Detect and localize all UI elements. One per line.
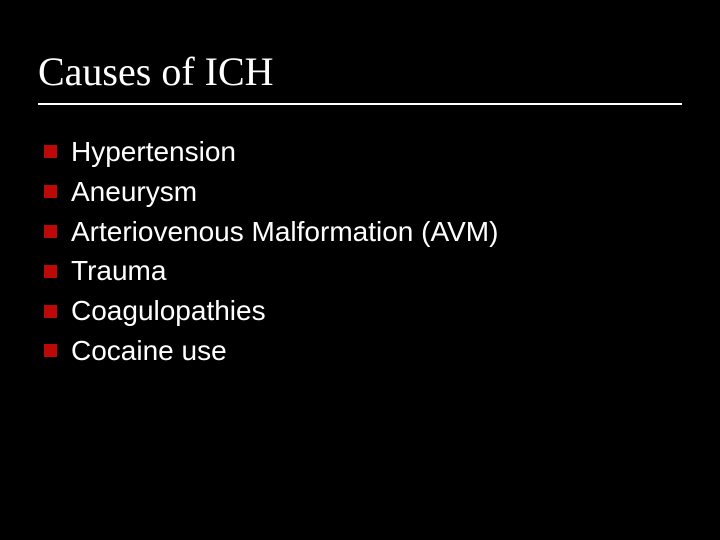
square-bullet-icon — [44, 145, 57, 158]
slide-title: Causes of ICH — [38, 48, 682, 95]
list-item: Coagulopathies — [44, 292, 682, 330]
square-bullet-icon — [44, 344, 57, 357]
list-item-label: Hypertension — [71, 133, 236, 171]
list-item-label: Arteriovenous Malformation (AVM) — [71, 213, 498, 251]
square-bullet-icon — [44, 305, 57, 318]
square-bullet-icon — [44, 185, 57, 198]
slide-content: Hypertension Aneurysm Arteriovenous Malf… — [38, 133, 682, 370]
list-item: Hypertension — [44, 133, 682, 171]
square-bullet-icon — [44, 225, 57, 238]
list-item: Aneurysm — [44, 173, 682, 211]
list-item-label: Aneurysm — [71, 173, 197, 211]
title-area: Causes of ICH — [38, 30, 682, 105]
list-item: Trauma — [44, 252, 682, 290]
slide: Causes of ICH Hypertension Aneurysm Arte… — [0, 0, 720, 540]
list-item-label: Coagulopathies — [71, 292, 266, 330]
square-bullet-icon — [44, 265, 57, 278]
list-item-label: Cocaine use — [71, 332, 227, 370]
list-item-label: Trauma — [71, 252, 166, 290]
list-item: Arteriovenous Malformation (AVM) — [44, 213, 682, 251]
list-item: Cocaine use — [44, 332, 682, 370]
bullet-list: Hypertension Aneurysm Arteriovenous Malf… — [38, 133, 682, 370]
